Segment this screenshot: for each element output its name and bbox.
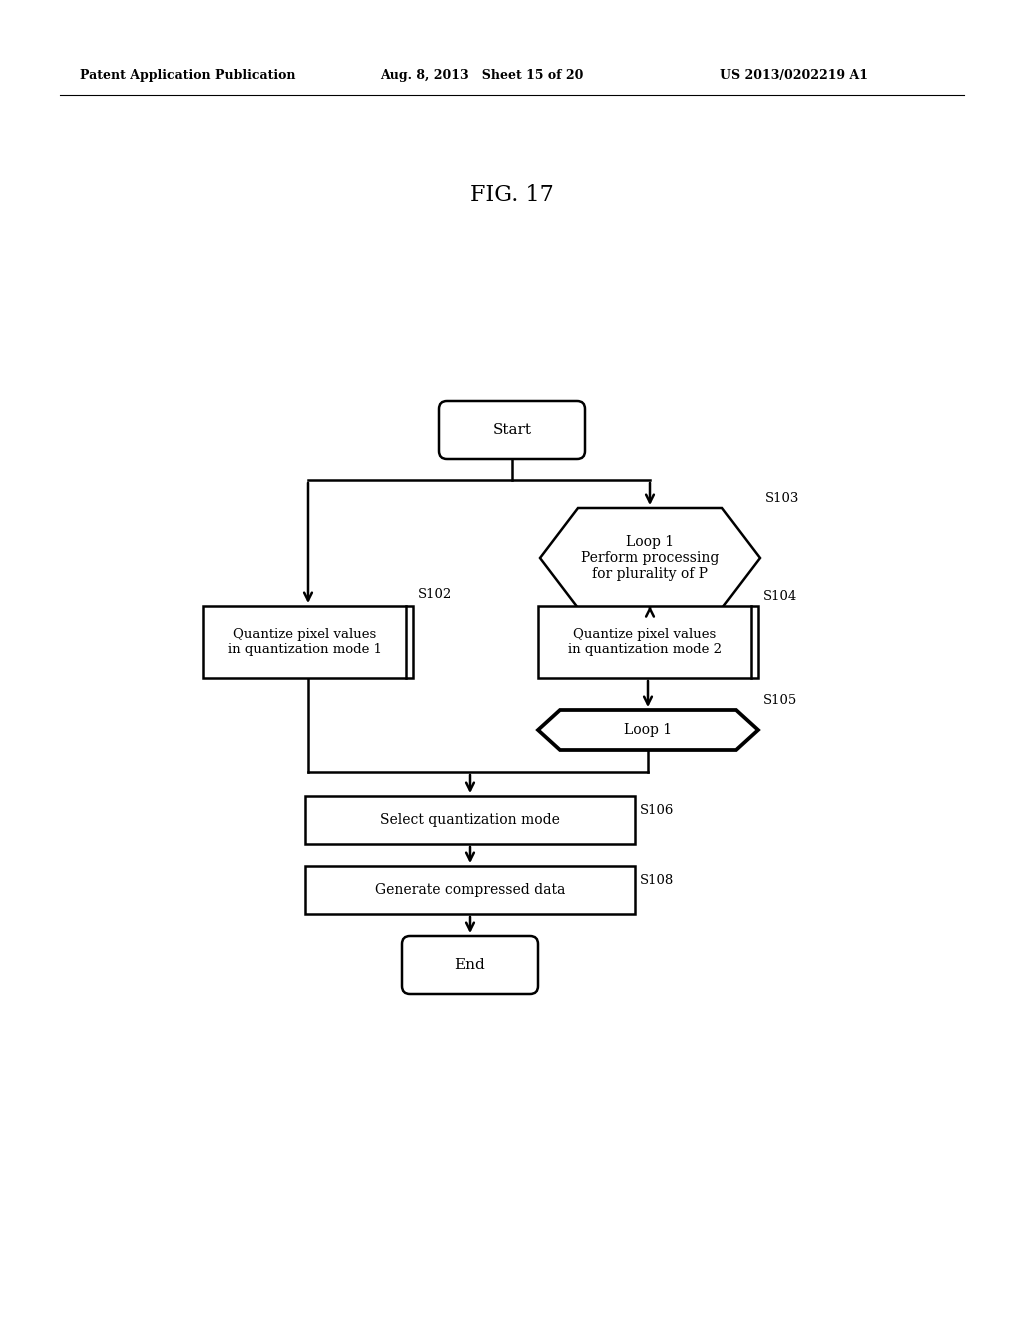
Text: S106: S106	[640, 804, 675, 817]
Polygon shape	[540, 508, 760, 609]
Text: Start: Start	[493, 422, 531, 437]
Text: Generate compressed data: Generate compressed data	[375, 883, 565, 898]
Bar	[203, 606, 413, 678]
Text: FIG. 17: FIG. 17	[470, 183, 554, 206]
Text: End: End	[455, 958, 485, 972]
Text: US 2013/0202219 A1: US 2013/0202219 A1	[720, 69, 868, 82]
Text: Quantize pixel values
in quantization mode 2: Quantize pixel values in quantization mo…	[567, 628, 722, 656]
Text: S104: S104	[763, 590, 798, 603]
Text: Select quantization mode: Select quantization mode	[380, 813, 560, 828]
Text: S102: S102	[418, 587, 453, 601]
Bar	[538, 606, 758, 678]
Text: Aug. 8, 2013   Sheet 15 of 20: Aug. 8, 2013 Sheet 15 of 20	[380, 69, 584, 82]
FancyBboxPatch shape	[402, 936, 538, 994]
FancyBboxPatch shape	[439, 401, 585, 459]
Bar	[305, 796, 635, 843]
Text: Loop 1: Loop 1	[624, 723, 672, 737]
Text: Loop 1
Perform processing
for plurality of P: Loop 1 Perform processing for plurality …	[581, 535, 719, 581]
Text: S103: S103	[765, 492, 800, 506]
Bar	[305, 866, 635, 913]
Text: S105: S105	[763, 694, 798, 708]
Text: Patent Application Publication: Patent Application Publication	[80, 69, 296, 82]
Text: S108: S108	[640, 874, 674, 887]
Text: Quantize pixel values
in quantization mode 1: Quantize pixel values in quantization mo…	[227, 628, 382, 656]
Polygon shape	[538, 710, 758, 750]
